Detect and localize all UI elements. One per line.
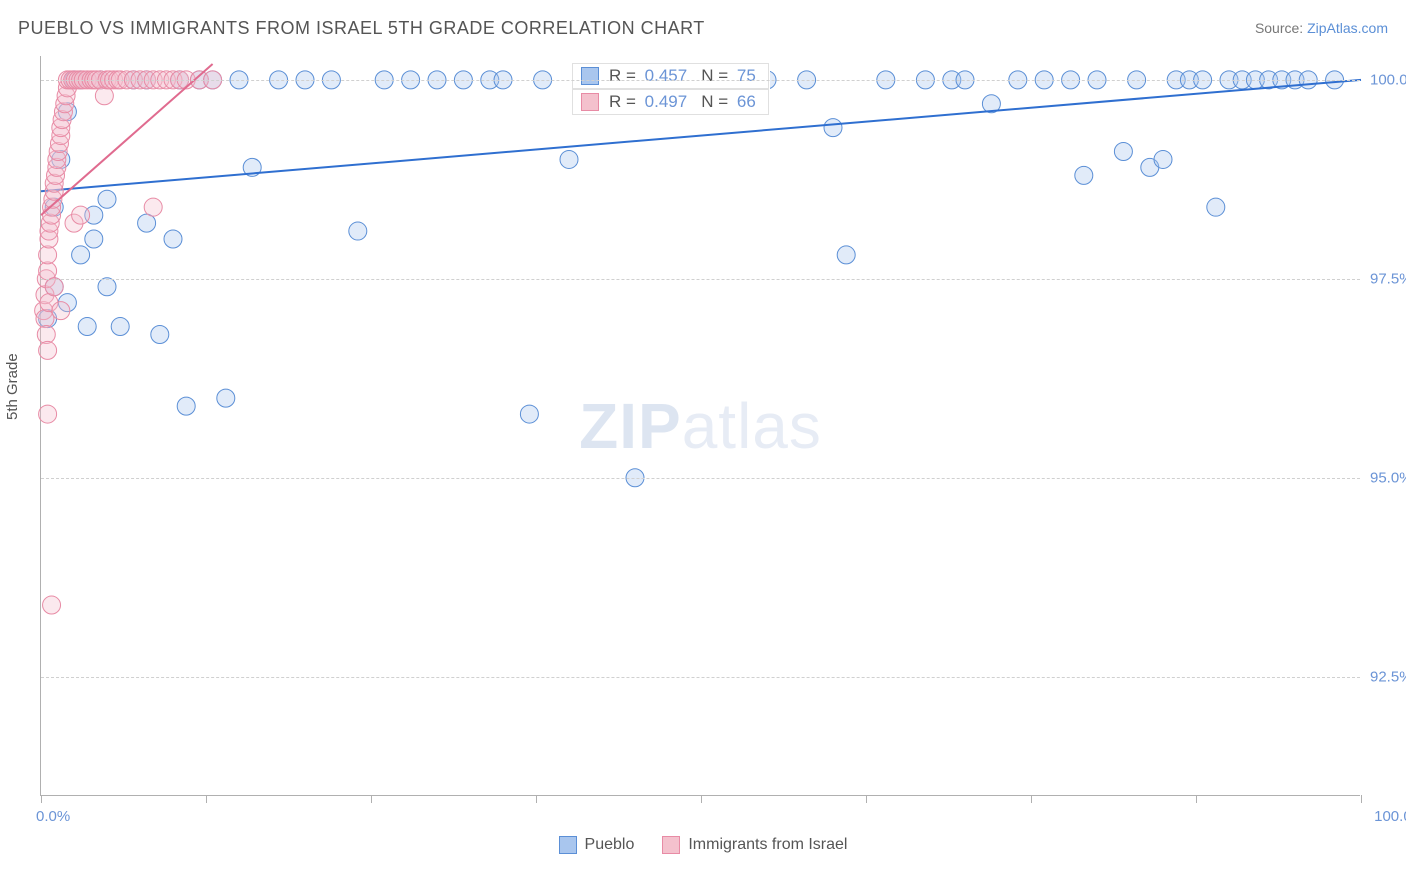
y-tick-label: 97.5%: [1370, 270, 1406, 287]
legend-item: Immigrants from Israel: [662, 836, 847, 854]
data-point: [349, 222, 367, 240]
stat-r-value: 0.497: [645, 92, 688, 111]
stat-r-value: 0.457: [645, 66, 688, 85]
data-point: [98, 190, 116, 208]
stat-r-label: R = 0.497: [609, 92, 691, 112]
data-point: [98, 278, 116, 296]
legend-label: Immigrants from Israel: [688, 836, 847, 854]
gridline: [41, 677, 1360, 678]
scatter-svg: [41, 56, 1360, 795]
stats-row: R = 0.497 N = 66: [572, 89, 769, 115]
source-attribution: Source: ZipAtlas.com: [1255, 20, 1388, 36]
x-axis-min-label: 0.0%: [36, 808, 70, 825]
x-tick: [1361, 795, 1362, 803]
stat-n-label: N = 75: [701, 66, 760, 86]
stat-n-value: 66: [737, 92, 756, 111]
stat-n-value: 75: [737, 66, 756, 85]
x-tick: [536, 795, 537, 803]
data-point: [217, 389, 235, 407]
data-point: [39, 262, 57, 280]
data-point: [1154, 150, 1172, 168]
legend-swatch: [559, 836, 577, 854]
data-point: [144, 198, 162, 216]
data-point: [43, 596, 61, 614]
source-link[interactable]: ZipAtlas.com: [1307, 20, 1388, 36]
source-prefix: Source:: [1255, 20, 1307, 36]
data-point: [95, 87, 113, 105]
data-point: [72, 206, 90, 224]
data-point: [45, 278, 63, 296]
data-point: [111, 318, 129, 336]
data-point: [37, 325, 55, 343]
plot-area: ZIPatlas R = 0.457N = 75R = 0.497N = 66 …: [40, 56, 1360, 796]
data-point: [824, 119, 842, 137]
chart-header: PUEBLO VS IMMIGRANTS FROM ISRAEL 5TH GRA…: [0, 0, 1406, 48]
data-point: [72, 246, 90, 264]
data-point: [85, 230, 103, 248]
data-point: [177, 397, 195, 415]
x-axis-max-label: 100.0%: [1374, 808, 1406, 825]
x-tick: [41, 795, 42, 803]
x-axis-labels: 0.0% 100.0%: [40, 808, 1360, 838]
gridline: [41, 279, 1360, 280]
data-point: [1114, 142, 1132, 160]
gridline: [41, 478, 1360, 479]
x-tick: [701, 795, 702, 803]
y-tick-label: 100.0%: [1370, 71, 1406, 88]
legend-swatch: [581, 67, 599, 85]
stat-n-label: N = 66: [701, 92, 760, 112]
legend-swatch: [581, 93, 599, 111]
data-point: [1075, 166, 1093, 184]
correlation-stats-box: R = 0.457 N = 75 R = 0.497 N = 66: [571, 62, 770, 116]
data-point: [560, 150, 578, 168]
data-point: [164, 230, 182, 248]
legend-swatch: [662, 836, 680, 854]
legend-item: Pueblo: [559, 836, 635, 854]
data-point: [837, 246, 855, 264]
data-point: [36, 310, 54, 328]
y-tick-label: 95.0%: [1370, 469, 1406, 486]
legend-label: Pueblo: [585, 836, 635, 854]
y-tick-label: 92.5%: [1370, 668, 1406, 685]
x-tick: [866, 795, 867, 803]
data-point: [78, 318, 96, 336]
stat-r-label: R = 0.457: [609, 66, 691, 86]
data-point: [138, 214, 156, 232]
data-point: [39, 341, 57, 359]
legend: Pueblo Immigrants from Israel: [0, 836, 1406, 854]
x-tick: [371, 795, 372, 803]
data-point: [39, 405, 57, 423]
chart-title: PUEBLO VS IMMIGRANTS FROM ISRAEL 5TH GRA…: [18, 18, 705, 39]
data-point: [39, 246, 57, 264]
gridline: [41, 80, 1360, 81]
data-point: [151, 325, 169, 343]
data-point: [1207, 198, 1225, 216]
x-tick: [1196, 795, 1197, 803]
data-point: [52, 302, 70, 320]
data-point: [520, 405, 538, 423]
y-axis-title: 5th Grade: [4, 353, 21, 420]
stats-row: R = 0.457 N = 75: [572, 63, 769, 89]
x-tick: [206, 795, 207, 803]
x-tick: [1031, 795, 1032, 803]
